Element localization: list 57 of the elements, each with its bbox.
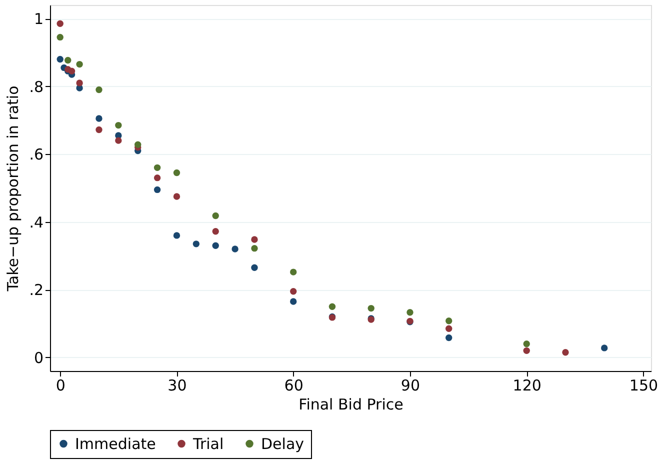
point [212,242,219,249]
point [56,56,64,63]
legend-label: Immediate [75,434,156,453]
point [232,246,238,252]
point [212,228,219,235]
x-tick-label: 150 [629,376,658,394]
point [56,20,64,27]
point [192,240,200,248]
point [76,60,83,68]
point [76,80,83,86]
y-tick-label: .8 [29,78,44,96]
x-tick-label: 0 [56,376,66,394]
point [212,212,219,220]
point [154,186,161,194]
point [64,56,72,64]
y-tick-label: .2 [29,281,44,300]
point [406,309,414,316]
y-tick-label: 0 [34,348,44,367]
point [154,164,161,172]
point [368,304,374,312]
point [96,126,102,134]
point [328,303,336,310]
point [173,232,180,239]
point [600,344,608,352]
x-tick-label: 30 [168,376,187,394]
x-tick-label: 90 [400,376,420,394]
point [446,317,452,324]
point [523,340,530,348]
point [562,349,569,356]
point [523,347,530,354]
y-axis-title: Take−up proportion in ratio [4,86,22,292]
x-tick-label: 60 [284,376,304,394]
point [290,288,297,295]
point [115,122,122,129]
x-axis-title: Final Bid Price [298,396,404,414]
point [56,34,64,41]
point [115,137,122,144]
legend-label: Trial [192,434,224,453]
point [96,115,102,122]
point [154,174,161,182]
y-tick-label: .4 [29,213,44,232]
legend-label: Delay [261,434,304,453]
point [251,236,258,243]
point [290,298,297,305]
point [68,68,76,74]
point [446,334,452,342]
point [290,268,297,276]
point [173,193,180,200]
y-tick-label: 1 [34,10,44,28]
point [446,325,452,332]
point [251,244,258,252]
point [173,169,180,176]
point [134,141,142,148]
point [96,86,102,94]
y-tick-label: .6 [29,146,44,164]
x-tick-label: 120 [512,376,542,394]
point [251,264,258,271]
